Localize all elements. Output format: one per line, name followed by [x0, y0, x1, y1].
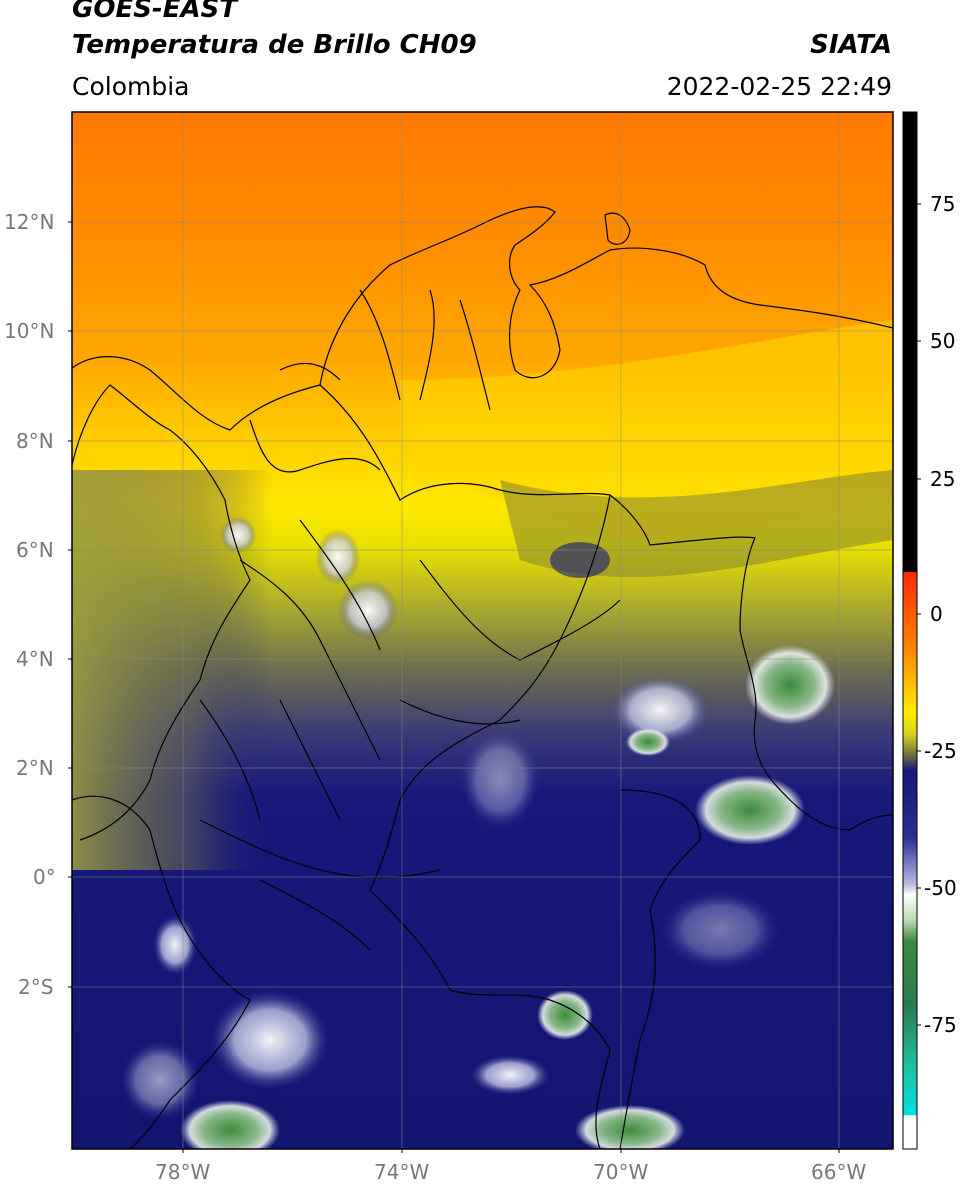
- cloud-cell: [470, 1055, 550, 1095]
- cloud-cell: [745, 645, 835, 725]
- eastern-yellow-zone: [400, 320, 893, 538]
- cloud-cell: [180, 1100, 280, 1149]
- border-brazil-peru: [369, 494, 611, 1149]
- lat-label: 12°N: [4, 210, 55, 234]
- map-panel: [72, 112, 893, 1149]
- border-ecuador-peru: [72, 795, 251, 1149]
- colorbar-label: 50: [930, 329, 956, 353]
- lat-label: 8°N: [16, 429, 54, 453]
- cloud-cell: [460, 730, 540, 830]
- department-borders-north: [249, 289, 491, 473]
- cloud-cell: [210, 990, 330, 1090]
- satellite-title: GOES-EAST: [72, 0, 238, 24]
- cloud-cell: [626, 728, 670, 756]
- cloud-cell: [153, 915, 197, 975]
- department-borders-central: [199, 519, 621, 821]
- map-frame: [71, 111, 894, 1150]
- region-label: Colombia: [72, 72, 190, 101]
- colorbar: [902, 111, 918, 1150]
- lon-label: 74°W: [374, 1160, 430, 1184]
- colorbar-label: -50: [924, 876, 957, 900]
- cloud-cell: [575, 1105, 685, 1149]
- colorbar-label: -25: [924, 739, 957, 763]
- lon-label: 78°W: [155, 1160, 211, 1184]
- cloud-cell: [316, 529, 360, 585]
- lat-label: 4°N: [16, 647, 54, 671]
- border-brazil: [619, 789, 701, 1149]
- source-label: SIATA: [810, 30, 892, 60]
- cloud-cell: [220, 517, 256, 553]
- lat-label: 2°S: [18, 975, 54, 999]
- cloud-cell: [550, 542, 610, 578]
- axis-ticks: [68, 221, 840, 1153]
- coastline-caribbean: [72, 206, 893, 431]
- cloud-cell: [338, 580, 398, 640]
- cloud-cell: [537, 990, 593, 1040]
- department-borders-south: [199, 819, 441, 951]
- colorbar-label: 25: [930, 467, 956, 491]
- product-title: Temperatura de Brillo CH09: [72, 30, 477, 60]
- lat-label: 10°N: [4, 319, 55, 343]
- cloud-cell: [120, 1040, 200, 1120]
- cloud-cell: [695, 775, 805, 845]
- colorbar-label: 75: [930, 192, 956, 216]
- lon-label: 70°W: [593, 1160, 649, 1184]
- graticule: [72, 112, 893, 1149]
- colorbar-label: 0: [930, 602, 943, 626]
- lon-label: 66°W: [811, 1160, 867, 1184]
- lat-label: 2°N: [16, 756, 54, 780]
- lat-label: 0°: [33, 865, 56, 889]
- colorbar-ticks: [917, 203, 921, 1026]
- cloud-cell: [660, 890, 780, 970]
- coastline-pacific: [72, 384, 251, 841]
- cloud-cell: [610, 675, 710, 745]
- borders: [72, 206, 893, 1149]
- border-venezuela: [319, 384, 893, 831]
- colorbar-label: -75: [924, 1013, 957, 1037]
- timestamp-label: 2022-02-25 22:49: [666, 72, 892, 101]
- paraguana-peninsula: [604, 212, 631, 245]
- lat-label: 6°N: [16, 538, 54, 562]
